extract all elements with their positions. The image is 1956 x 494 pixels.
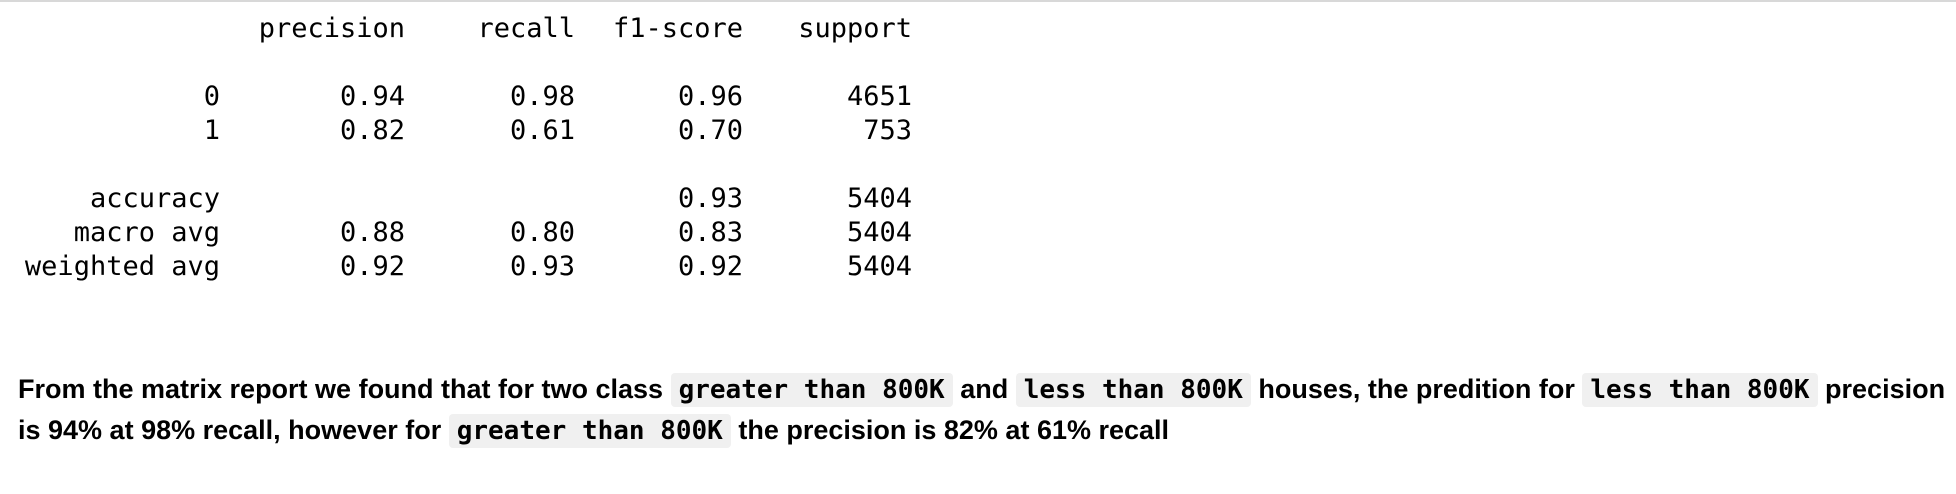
header-support: support — [798, 13, 912, 44]
markdown-paragraph: From the matrix report we found that for… — [18, 369, 1948, 451]
inline-code: greater than 800K — [448, 414, 731, 448]
support-value: 753 — [863, 115, 912, 146]
header-f1-score: f1-score — [612, 13, 743, 44]
text-segment: From the matrix report we found that for… — [18, 374, 671, 404]
header-precision: precision — [258, 13, 405, 44]
f1-value: 0.70 — [677, 115, 743, 146]
text-segment: the precision is 82% at 61% recall — [730, 415, 1170, 445]
precision-value: 0.88 — [339, 217, 405, 248]
inline-code: less than 800K — [1015, 373, 1251, 407]
report-blank-row — [0, 148, 65, 182]
f1-value: 0.83 — [677, 217, 743, 248]
text-segment: and — [952, 374, 1016, 404]
f1-value: 0.96 — [677, 81, 743, 112]
report-row-macro-avg: macro avg 0.88 0.80 0.83 5404 — [0, 216, 912, 250]
f1-value: 0.92 — [677, 251, 743, 282]
f1-value: 0.93 — [677, 183, 743, 214]
header-recall: recall — [477, 13, 575, 44]
cell-top-border — [0, 0, 1956, 2]
recall-value: 0.98 — [509, 81, 575, 112]
recall-value: 0.61 — [509, 115, 575, 146]
support-value: 5404 — [846, 251, 912, 282]
precision-value: 0.92 — [339, 251, 405, 282]
row-label: 0 — [203, 81, 220, 112]
classification-report-output: precision recall f1-score support 0 0.94… — [0, 12, 912, 284]
recall-value: 0.93 — [509, 251, 575, 282]
row-label: 1 — [203, 115, 220, 146]
report-header-row: precision recall f1-score support — [0, 12, 912, 46]
text-segment: houses, the predition for — [1250, 374, 1583, 404]
row-label: macro avg — [73, 217, 220, 248]
precision-value: 0.82 — [339, 115, 405, 146]
report-row-class-1: 1 0.82 0.61 0.70 753 — [0, 114, 912, 148]
recall-value: 0.80 — [509, 217, 575, 248]
report-row-class-0: 0 0.94 0.98 0.96 4651 — [0, 80, 912, 114]
report-row-accuracy: accuracy 0.93 5404 — [0, 182, 912, 216]
report-blank-row — [0, 46, 65, 80]
report-row-weighted-avg: weighted avg 0.92 0.93 0.92 5404 — [0, 250, 912, 284]
support-value: 4651 — [846, 81, 912, 112]
inline-code: less than 800K — [1582, 373, 1818, 407]
support-value: 5404 — [846, 183, 912, 214]
inline-code: greater than 800K — [670, 373, 953, 407]
precision-value: 0.94 — [339, 81, 405, 112]
support-value: 5404 — [846, 217, 912, 248]
row-label: weighted avg — [24, 251, 220, 282]
row-label: accuracy — [89, 183, 220, 214]
text-segment: precision is 94% at 98% recall, however … — [18, 374, 1946, 445]
